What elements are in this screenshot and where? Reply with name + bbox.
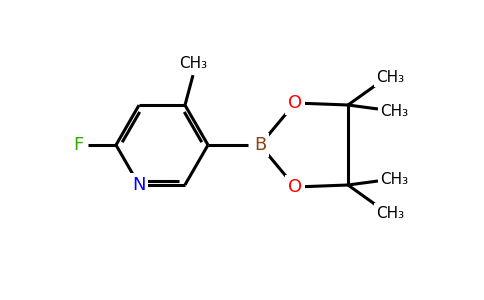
Text: O: O <box>288 178 302 196</box>
Text: F: F <box>73 136 83 154</box>
Text: O: O <box>288 94 302 112</box>
Text: CH₃: CH₃ <box>380 172 408 187</box>
Text: N: N <box>132 176 146 194</box>
Text: CH₃: CH₃ <box>376 206 404 220</box>
Text: CH₃: CH₃ <box>179 56 207 71</box>
Text: CH₃: CH₃ <box>380 103 408 118</box>
Text: B: B <box>254 136 266 154</box>
Text: CH₃: CH₃ <box>376 70 404 85</box>
